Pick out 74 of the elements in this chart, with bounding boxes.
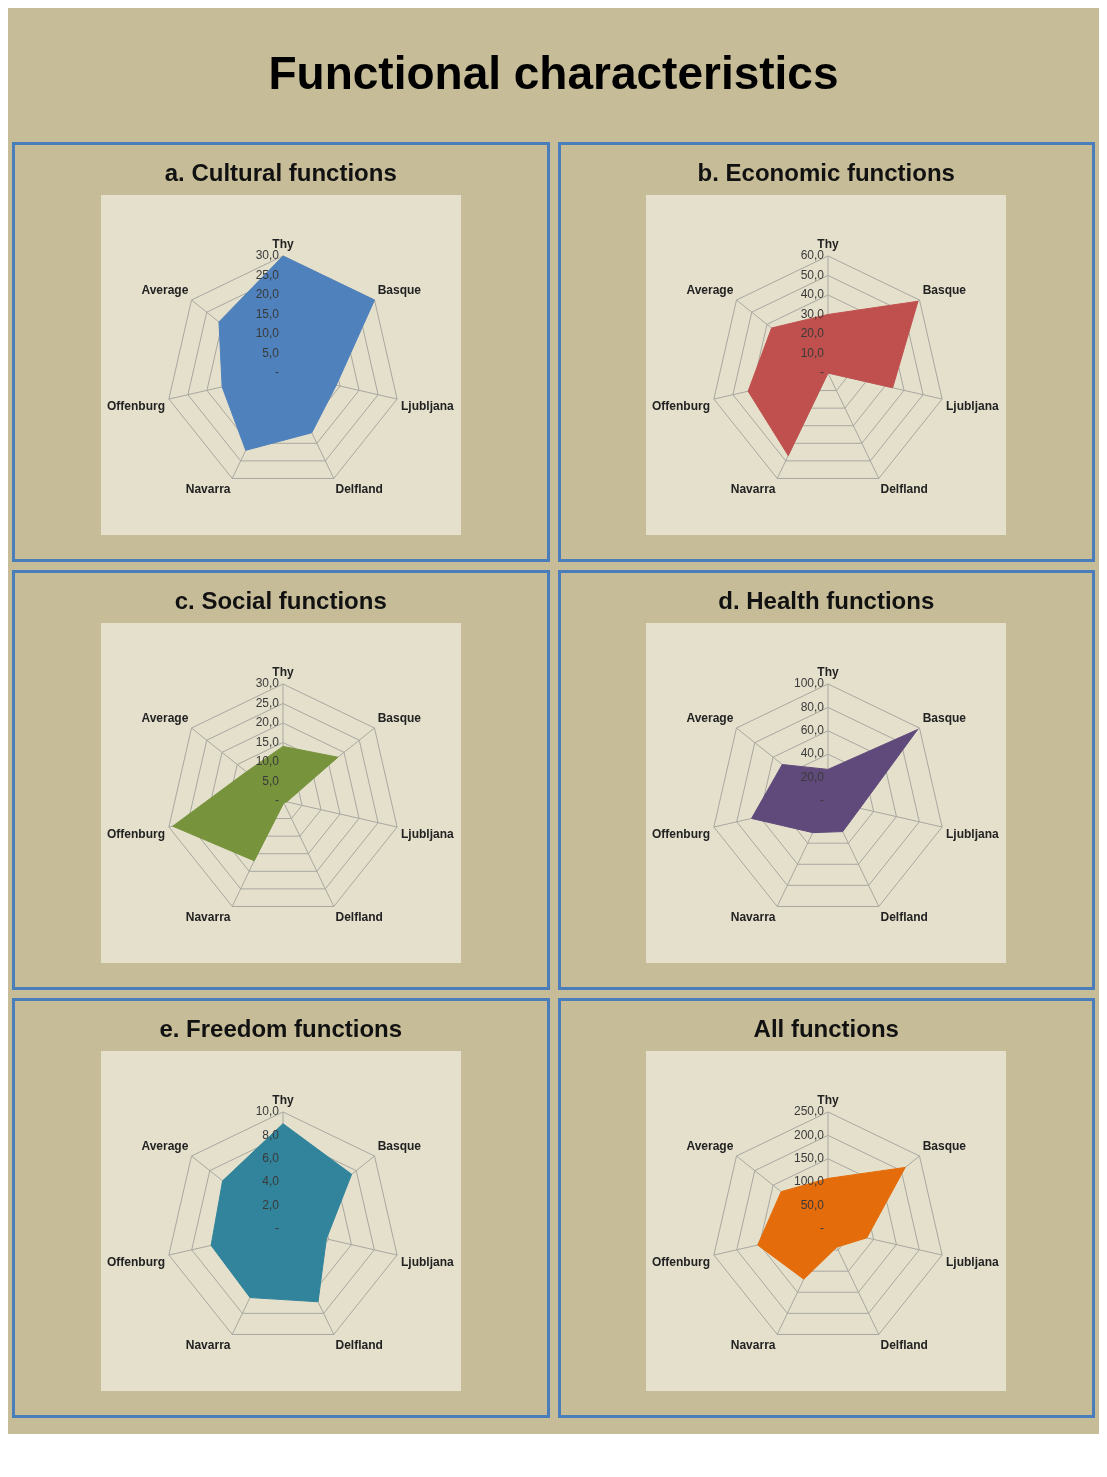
spoke-label: Basque (377, 710, 422, 725)
spoke-label: Average (141, 710, 189, 725)
spoke-label: Average (686, 282, 734, 297)
y-tick-label: 20,0 (255, 715, 280, 730)
spoke-label: Ljubljana (400, 1255, 454, 1270)
spoke-label: Navarra (731, 481, 777, 496)
y-tick-label: 8,0 (262, 1127, 280, 1142)
spoke-label: Ljubljana (400, 399, 454, 414)
spoke-label: Average (141, 1138, 189, 1153)
y-tick-label: - (274, 793, 279, 808)
y-tick-label: 6,0 (262, 1151, 280, 1166)
spoke-label: Basque (922, 710, 967, 725)
spoke-label: Offenburg (652, 827, 711, 842)
y-tick-label: 2,0 (262, 1197, 280, 1212)
y-tick-label: - (820, 365, 825, 380)
y-tick-label: 200,0 (794, 1127, 825, 1142)
spoke-label: Average (686, 1138, 734, 1153)
y-tick-label: 30,0 (800, 306, 825, 321)
spoke-label: Average (686, 710, 734, 725)
spoke-label: Delfland (335, 1337, 383, 1352)
y-tick-label: 10,0 (255, 326, 280, 341)
spoke-label: Ljubljana (946, 827, 1000, 842)
spoke-label: Navarra (185, 1337, 231, 1352)
spoke-label: Basque (922, 282, 967, 297)
y-tick-label: 60,0 (800, 723, 825, 738)
chart-title: b. Economic functions (697, 159, 955, 187)
spoke-label: Offenburg (106, 1255, 165, 1270)
spoke-label: Offenburg (652, 399, 711, 414)
spoke-label: Delfland (335, 481, 383, 496)
y-tick-label: 15,0 (255, 306, 280, 321)
y-tick-label: 50,0 (800, 267, 825, 282)
y-tick-label: 150,0 (794, 1151, 825, 1166)
spoke-label: Offenburg (652, 1255, 711, 1270)
y-tick-label: 20,0 (255, 287, 280, 302)
spoke-label: Navarra (185, 909, 231, 924)
spoke-label: Offenburg (106, 399, 165, 414)
y-tick-label: 5,0 (262, 773, 280, 788)
y-tick-label: - (820, 1221, 825, 1236)
y-tick-label: - (274, 1221, 279, 1236)
y-tick-label: - (274, 365, 279, 380)
spoke-label: Basque (377, 282, 422, 297)
spoke-label: Ljubljana (946, 399, 1000, 414)
y-tick-label: 4,0 (262, 1174, 280, 1189)
spoke-label: Delfland (880, 909, 929, 924)
spoke-label: Navarra (731, 1337, 777, 1352)
y-tick-label: - (820, 793, 825, 808)
spoke-label: Basque (377, 1138, 422, 1153)
spoke-label: Delfland (880, 481, 929, 496)
y-tick-label: 10,0 (255, 754, 280, 769)
y-tick-label: 5,0 (262, 345, 280, 360)
spoke-label: Offenburg (106, 827, 165, 842)
spoke-label: Basque (922, 1138, 967, 1153)
y-tick-label: 80,0 (800, 699, 825, 714)
spoke-label: Delfland (880, 1337, 929, 1352)
y-tick-label: 10,0 (800, 345, 825, 360)
y-tick-label: 40,0 (800, 287, 825, 302)
chart-title: a. Cultural functions (164, 159, 397, 187)
spoke-label: Navarra (731, 909, 777, 924)
chart-title: All functions (753, 1015, 899, 1043)
y-tick-label: 20,0 (800, 326, 825, 341)
y-tick-label: 25,0 (255, 695, 280, 710)
spoke-label: Ljubljana (400, 827, 454, 842)
chart-title: e. Freedom functions (159, 1015, 403, 1043)
y-tick-label: 20,0 (800, 769, 825, 784)
spoke-label: Average (141, 282, 189, 297)
y-tick-label: 40,0 (800, 746, 825, 761)
chart-title: c. Social functions (174, 587, 387, 615)
spoke-label: Delfland (335, 909, 383, 924)
y-tick-label: 15,0 (255, 734, 280, 749)
spoke-label: Ljubljana (946, 1255, 1000, 1270)
text: Functional characteristics (268, 46, 839, 100)
y-tick-label: 50,0 (800, 1197, 825, 1212)
spoke-label: Navarra (185, 481, 231, 496)
chart-title: d. Health functions (718, 587, 935, 615)
